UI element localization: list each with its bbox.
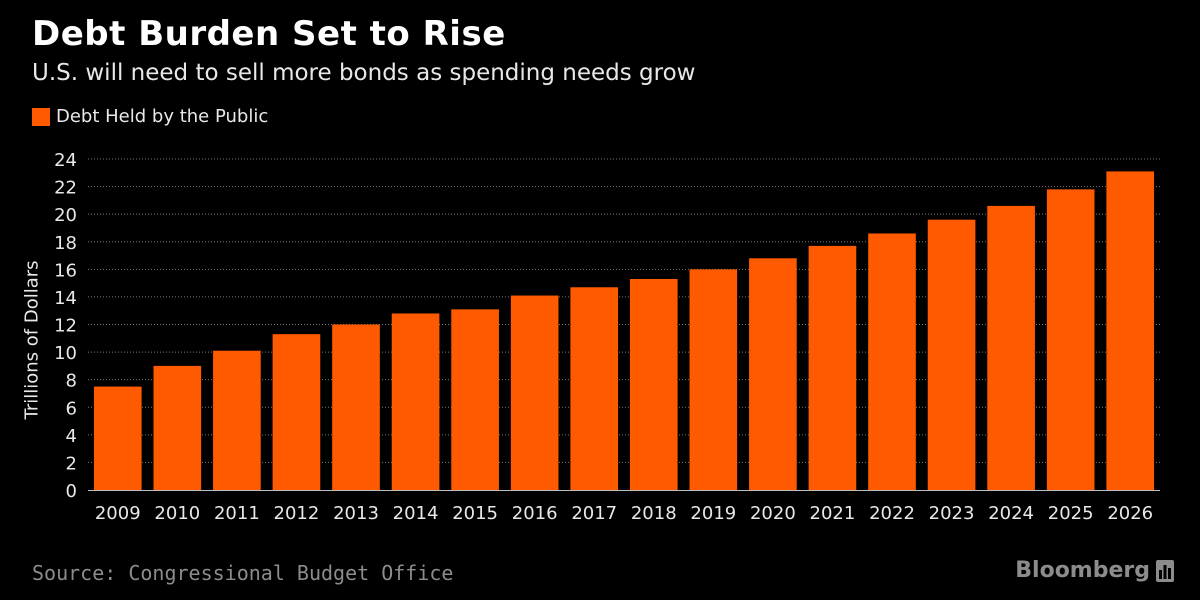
brand-logo: Bloomberg (1015, 558, 1174, 583)
x-tick-label: 2023 (929, 503, 975, 524)
bar (987, 205, 1035, 490)
bar (391, 313, 440, 490)
bar (1106, 171, 1155, 490)
bar (332, 324, 380, 490)
bar (93, 386, 142, 490)
y-tick-label: 10 (54, 343, 77, 364)
bar (808, 245, 857, 490)
x-tick-label: 2010 (154, 503, 200, 524)
x-tick-label: 2013 (333, 503, 379, 524)
x-tick-label: 2021 (810, 503, 856, 524)
bar (629, 278, 678, 490)
x-tick-label: 2017 (571, 503, 617, 524)
bar (749, 258, 797, 490)
x-tick-label: 2024 (988, 503, 1034, 524)
y-tick-label: 16 (54, 260, 77, 281)
y-tick-label: 22 (54, 178, 77, 199)
y-tick-label: 18 (54, 233, 77, 254)
y-tick-label: 4 (66, 426, 77, 447)
y-tick-label: 14 (54, 288, 77, 309)
legend-label: Debt Held by the Public (56, 106, 269, 127)
x-tick-label: 2020 (750, 503, 796, 524)
bar (1046, 189, 1095, 490)
x-tick-label: 2019 (690, 503, 736, 524)
bar (272, 334, 321, 490)
x-tick-label: 2012 (274, 503, 320, 524)
x-tick-label: 2018 (631, 503, 677, 524)
bar (510, 295, 559, 490)
x-tick-label: 2026 (1107, 503, 1153, 524)
chart-subtitle: U.S. will need to sell more bonds as spe… (32, 60, 696, 86)
bar-chart-icon (1156, 559, 1174, 582)
y-tick-label: 6 (66, 398, 77, 419)
bar (927, 219, 976, 490)
bar (451, 309, 499, 490)
bar (868, 233, 916, 490)
y-tick-label: 8 (66, 371, 77, 392)
y-tick-label: 2 (66, 453, 77, 474)
x-tick-label: 2022 (869, 503, 915, 524)
y-tick-label: 24 (54, 150, 77, 171)
chart-title: Debt Burden Set to Rise (32, 14, 506, 54)
legend: Debt Held by the Public (32, 106, 268, 127)
y-tick-label: 12 (54, 316, 77, 337)
bar (570, 287, 619, 490)
y-tick-label: 0 (66, 481, 77, 502)
bar (153, 365, 202, 490)
x-tick-label: 2009 (95, 503, 141, 524)
x-tick-label: 2011 (214, 503, 260, 524)
x-tick-label: 2016 (512, 503, 558, 524)
bar (213, 350, 261, 490)
bar (689, 269, 738, 490)
legend-swatch (32, 107, 50, 126)
y-tick-label: 20 (54, 205, 77, 226)
x-tick-label: 2025 (1048, 503, 1094, 524)
x-tick-label: 2014 (393, 503, 439, 524)
x-tick-label: 2015 (452, 503, 498, 524)
brand-name: Bloomberg (1015, 558, 1150, 583)
source-note: Source: Congressional Budget Office (32, 561, 454, 585)
